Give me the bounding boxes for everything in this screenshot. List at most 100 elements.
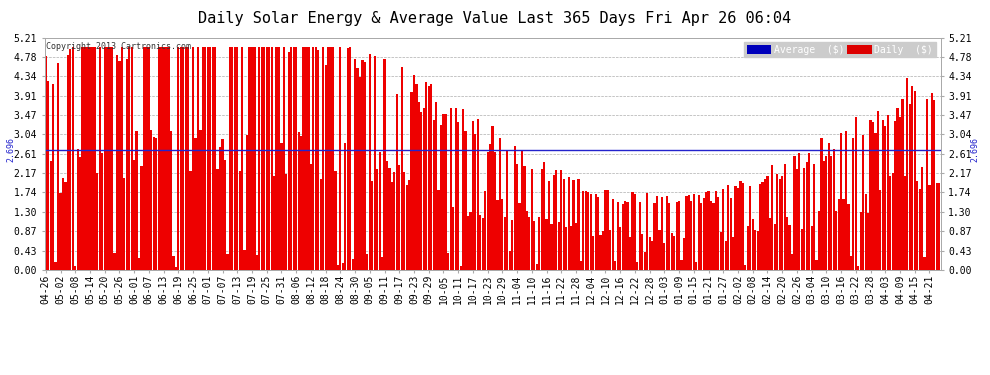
Bar bbox=[543, 162, 545, 270]
Bar bbox=[656, 196, 658, 270]
Bar bbox=[639, 202, 641, 270]
Bar bbox=[278, 47, 280, 270]
Bar bbox=[376, 169, 378, 270]
Bar bbox=[383, 59, 386, 270]
Bar bbox=[232, 47, 234, 270]
Bar bbox=[111, 47, 113, 270]
Bar bbox=[680, 260, 683, 270]
Bar bbox=[617, 202, 619, 270]
Bar bbox=[189, 171, 192, 270]
Bar bbox=[867, 213, 869, 270]
Bar bbox=[877, 111, 879, 270]
Bar bbox=[808, 153, 810, 270]
Bar bbox=[356, 68, 358, 270]
Bar bbox=[516, 164, 518, 270]
Bar bbox=[854, 117, 857, 270]
Bar bbox=[675, 202, 678, 270]
Bar bbox=[381, 257, 383, 270]
Bar bbox=[931, 93, 933, 270]
Bar bbox=[250, 47, 253, 270]
Bar bbox=[761, 182, 763, 270]
Bar bbox=[665, 196, 668, 270]
Bar bbox=[408, 180, 410, 270]
Bar bbox=[673, 236, 675, 270]
Bar bbox=[315, 47, 317, 270]
Bar bbox=[192, 47, 194, 270]
Bar bbox=[813, 164, 815, 270]
Bar bbox=[531, 169, 533, 270]
Bar bbox=[472, 121, 474, 270]
Bar bbox=[302, 47, 305, 270]
Bar bbox=[224, 160, 226, 270]
Bar bbox=[99, 47, 101, 270]
Bar bbox=[363, 62, 366, 270]
Bar bbox=[821, 138, 823, 270]
Bar bbox=[484, 190, 486, 270]
Bar bbox=[901, 99, 904, 270]
Bar bbox=[69, 49, 71, 270]
Bar bbox=[91, 47, 93, 270]
Bar bbox=[756, 231, 758, 270]
Bar bbox=[354, 59, 356, 270]
Bar bbox=[462, 109, 464, 270]
Bar bbox=[126, 58, 128, 270]
Bar bbox=[688, 195, 690, 270]
Bar bbox=[511, 220, 513, 270]
Bar bbox=[345, 143, 346, 270]
Bar bbox=[165, 47, 167, 270]
Bar bbox=[283, 47, 285, 270]
Bar bbox=[54, 262, 56, 270]
Bar bbox=[96, 173, 98, 270]
Bar bbox=[766, 176, 768, 270]
Bar bbox=[914, 91, 916, 270]
Bar bbox=[59, 193, 61, 270]
Bar bbox=[66, 55, 69, 270]
Legend: Average  ($), Daily  ($): Average ($), Daily ($) bbox=[744, 42, 936, 57]
Bar bbox=[403, 172, 405, 270]
Bar bbox=[793, 156, 796, 270]
Bar bbox=[445, 114, 447, 270]
Bar bbox=[486, 152, 489, 270]
Bar bbox=[894, 122, 896, 270]
Bar bbox=[936, 183, 938, 270]
Bar bbox=[703, 198, 705, 270]
Bar bbox=[413, 75, 415, 270]
Bar bbox=[209, 47, 211, 270]
Bar bbox=[177, 47, 179, 270]
Bar bbox=[187, 47, 189, 270]
Bar bbox=[255, 255, 258, 270]
Bar bbox=[202, 47, 204, 270]
Bar bbox=[214, 47, 216, 270]
Bar bbox=[700, 203, 702, 270]
Bar bbox=[300, 136, 302, 270]
Bar bbox=[607, 190, 609, 270]
Bar bbox=[447, 254, 449, 270]
Bar bbox=[155, 138, 157, 270]
Bar bbox=[852, 138, 854, 270]
Bar bbox=[769, 217, 771, 270]
Bar bbox=[501, 199, 504, 270]
Bar bbox=[48, 81, 50, 270]
Bar bbox=[811, 226, 813, 270]
Bar bbox=[459, 266, 461, 270]
Bar bbox=[526, 211, 528, 270]
Bar bbox=[715, 192, 717, 270]
Bar bbox=[550, 224, 552, 270]
Bar bbox=[828, 143, 830, 270]
Bar bbox=[648, 237, 650, 270]
Bar bbox=[119, 61, 121, 270]
Bar bbox=[742, 183, 744, 270]
Text: Copyright 2013 Cartronics.com: Copyright 2013 Cartronics.com bbox=[47, 42, 191, 51]
Bar bbox=[157, 47, 159, 270]
Bar bbox=[388, 168, 390, 270]
Bar bbox=[184, 47, 187, 270]
Bar bbox=[565, 228, 567, 270]
Bar bbox=[774, 224, 776, 270]
Bar bbox=[398, 165, 400, 270]
Bar bbox=[722, 189, 725, 270]
Bar bbox=[479, 215, 481, 270]
Bar bbox=[862, 135, 864, 270]
Bar bbox=[864, 194, 866, 270]
Bar bbox=[732, 237, 735, 270]
Bar bbox=[634, 194, 636, 270]
